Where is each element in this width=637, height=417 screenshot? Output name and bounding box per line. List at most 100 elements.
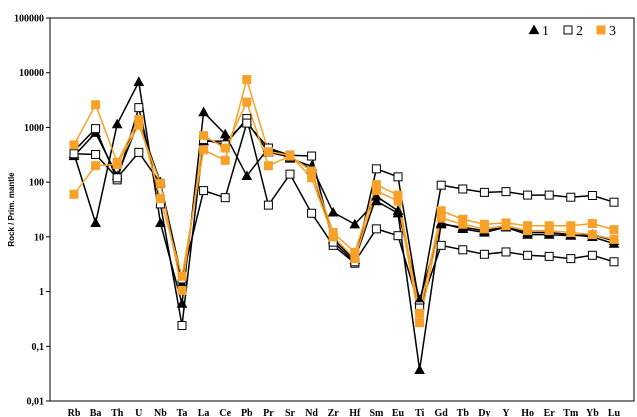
x-tick-label: Nd [305, 408, 318, 417]
triangle-marker [528, 24, 540, 35]
filled-square-marker [328, 228, 338, 238]
series-2-line [73, 104, 615, 326]
x-tick-label: Eu [392, 408, 405, 417]
x-tick-label: Tb [457, 408, 470, 417]
open-square-marker [479, 187, 489, 197]
x-tick-label: Lu [608, 408, 621, 417]
open-square-marker [501, 247, 511, 257]
legend-label: 1 [542, 24, 549, 39]
open-square-marker [242, 118, 252, 128]
filled-square-marker [587, 230, 597, 240]
filled-square-marker [177, 285, 187, 295]
filled-square-marker [242, 97, 252, 107]
open-square-marker [544, 190, 554, 200]
open-square-marker [134, 103, 144, 113]
filled-square-marker [501, 218, 511, 228]
open-square-marker [609, 257, 619, 267]
series-3-line [73, 76, 615, 323]
triangle-marker [90, 217, 101, 227]
filled-square-marker [596, 25, 606, 35]
filled-square-marker [566, 221, 576, 231]
x-tick-label: Sr [285, 408, 296, 417]
filled-square-marker [155, 178, 165, 188]
triangle-marker [241, 170, 253, 181]
open-square-marker [371, 164, 381, 174]
triangle-marker [111, 118, 123, 129]
x-tick-label: Yb [586, 408, 599, 417]
y-tick-label: 100000 [14, 14, 44, 25]
x-tick-label: Gd [435, 408, 449, 417]
y-tick-label: 0,01 [27, 397, 45, 408]
y-tick-label: 10000 [19, 68, 44, 79]
filled-square-marker [587, 219, 597, 229]
triangle-marker [327, 206, 339, 217]
x-tick-label: U [135, 408, 142, 417]
triangle-marker [198, 106, 209, 117]
open-square-marker [566, 192, 576, 202]
filled-square-marker [69, 189, 79, 199]
open-square-marker [544, 251, 554, 261]
x-tick-label: Ce [219, 408, 231, 417]
open-square-marker [263, 200, 273, 210]
filled-square-marker [609, 234, 619, 244]
open-square-marker [393, 231, 403, 241]
open-square-marker [371, 224, 381, 234]
triangle-marker [371, 190, 382, 201]
filled-square-marker [69, 140, 79, 150]
filled-square-marker [285, 151, 295, 161]
filled-square-marker [91, 100, 101, 110]
legend-label: 2 [576, 24, 583, 39]
x-tick-label: Pb [241, 408, 253, 417]
triangle-marker [371, 195, 382, 206]
open-square-marker [523, 250, 533, 260]
x-tick-label: Dy [478, 408, 490, 417]
x-tick-label: Y [502, 408, 510, 417]
series-3-line [73, 100, 615, 314]
open-square-marker [69, 149, 79, 159]
legend-label: 3 [609, 24, 616, 39]
x-tick-label: Er [544, 408, 556, 417]
filled-square-marker [415, 308, 425, 318]
open-square-marker [458, 245, 468, 255]
x-tick-label: Th [111, 408, 124, 417]
triangle-marker [176, 298, 188, 308]
y-tick-label: 1 [39, 287, 44, 298]
filled-square-marker [242, 75, 252, 85]
filled-square-marker [350, 247, 360, 257]
open-square-marker [609, 197, 619, 207]
x-tick-label: La [198, 408, 210, 417]
x-tick-label: Sm [369, 408, 384, 417]
open-square-marker [285, 169, 295, 179]
y-tick-label: 1000 [24, 123, 44, 134]
filled-square-marker [544, 221, 554, 231]
triangle-marker [133, 76, 145, 86]
filled-square-marker [155, 194, 165, 204]
triangle-marker [414, 364, 425, 375]
x-tick-label: Ho [521, 408, 534, 417]
legend: 1 2 3 [528, 24, 616, 39]
open-square-marker [199, 186, 209, 196]
filled-square-marker [220, 143, 230, 153]
open-square-marker [91, 124, 101, 134]
open-square-marker [479, 249, 489, 259]
y-axis-title: Rock / Prim. mantle [7, 172, 16, 247]
filled-square-marker [177, 271, 187, 281]
x-tick-label: Nb [154, 408, 167, 417]
filled-square-marker [458, 214, 468, 224]
filled-square-marker [112, 160, 122, 170]
x-tick-label: Rb [68, 408, 81, 417]
filled-square-marker [263, 161, 273, 171]
plot-frame [49, 17, 635, 402]
open-square-marker [177, 320, 187, 330]
filled-square-marker [199, 145, 209, 155]
filled-square-marker [263, 147, 273, 157]
series-1-line [73, 119, 615, 303]
y-tick-label: 10 [34, 232, 44, 243]
open-square-marker [458, 184, 468, 194]
x-tick-label: Ta [177, 408, 188, 417]
open-square-marker [563, 25, 573, 35]
filled-square-marker [436, 213, 446, 223]
triangle-marker [349, 218, 361, 229]
filled-square-marker [415, 318, 425, 328]
